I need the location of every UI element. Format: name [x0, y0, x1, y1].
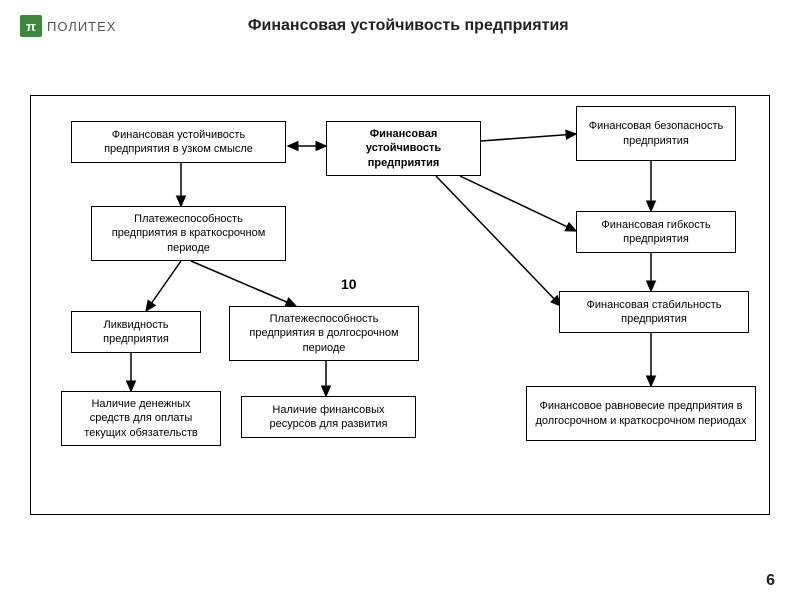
page-title: Финансовая устойчивость предприятия — [116, 17, 780, 35]
diagram-edge — [436, 176, 561, 306]
diagram-node: Финансовая устойчивость предприятия — [326, 121, 481, 176]
pi-icon: π — [20, 15, 42, 37]
diagram-edge — [460, 176, 576, 231]
diagram-node: Наличие финансовых ресурсов для развития — [241, 396, 416, 438]
diagram-node: Платежеспособность предприятия в краткос… — [91, 206, 286, 261]
center-number: 10 — [341, 276, 357, 292]
diagram-node: Наличие денежных средств для оплаты теку… — [61, 391, 221, 446]
diagram-node: Финансовая безопасность предприятия — [576, 106, 736, 161]
diagram-edge — [146, 261, 181, 311]
page-number: 6 — [766, 572, 775, 590]
flow-diagram: 10 Финансовая устойчивость предприятия в… — [30, 95, 770, 515]
diagram-node: Финансовая гибкость предприятия — [576, 211, 736, 253]
diagram-edge — [481, 134, 576, 141]
diagram-node: Финансовая стабильность предприятия — [559, 291, 749, 333]
header: π ПОЛИТЕХ Финансовая устойчивость предпр… — [0, 0, 800, 42]
diagram-node: Финансовое равновесие предприятия в долг… — [526, 386, 756, 441]
logo-text: ПОЛИТЕХ — [47, 19, 116, 34]
diagram-node: Платежеспособность предприятия в долгоср… — [229, 306, 419, 361]
diagram-node: Финансовая устойчивость предприятия в уз… — [71, 121, 286, 163]
diagram-node: Ликвидность предприятия — [71, 311, 201, 353]
logo: π ПОЛИТЕХ — [20, 15, 116, 37]
diagram-edge — [191, 261, 296, 306]
